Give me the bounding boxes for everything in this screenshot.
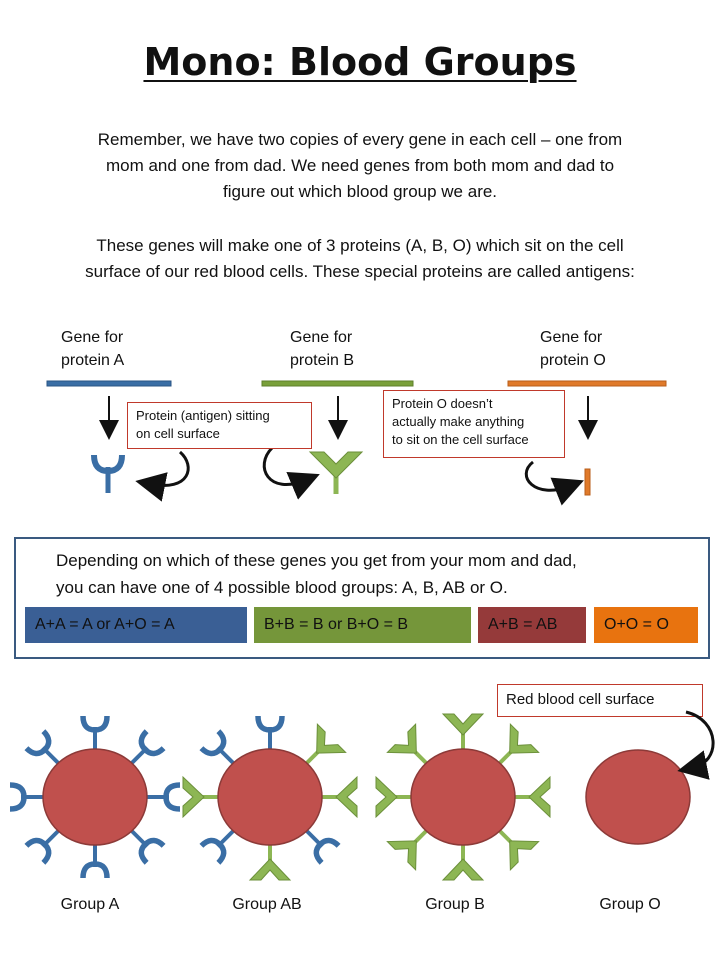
- page-title: Mono: Blood Groups: [143, 40, 577, 84]
- antigen-b-icon: [528, 775, 551, 819]
- antigen-a-icon: [138, 729, 166, 757]
- gene-b-label: Gene for protein B: [290, 326, 354, 372]
- gene-a-label-line: Gene for: [61, 329, 124, 346]
- surface-callout: Red blood cell surface: [497, 684, 703, 717]
- callout-line: to sit on the cell surface: [392, 432, 529, 447]
- cell-group-b: [375, 713, 551, 881]
- gene-a-bar: [46, 380, 172, 387]
- antigen-b-icon: [386, 722, 417, 754]
- antigen-a-icon: [138, 837, 166, 865]
- antigen-a-icon: [24, 837, 52, 865]
- antigen-a-icon: [199, 729, 227, 757]
- antigen-b-icon: [316, 722, 347, 754]
- antigen-b-icon: [441, 713, 485, 736]
- antigen-b-icon: [441, 858, 485, 881]
- gene-b-label-line: protein B: [290, 352, 355, 369]
- antigen-a-icon: [9, 782, 27, 812]
- antigen-a-icon: [91, 454, 125, 493]
- gene-o-bar: [507, 380, 667, 387]
- antigen-a-icon: [313, 837, 341, 865]
- gene-a-label: Gene for protein A: [61, 326, 124, 372]
- gene-o-label-line: protein O: [540, 352, 606, 369]
- gene-o-label: Gene for protein O: [540, 326, 606, 372]
- cell-group-o: [585, 749, 691, 845]
- cell-label-group-o: Group O: [599, 896, 661, 913]
- callout-line: actually make anything: [392, 414, 525, 429]
- antigen-callout: Protein (antigen) sitting on cell surfac…: [127, 402, 312, 449]
- red-blood-cell: [585, 749, 691, 845]
- antigen-b-icon: [509, 840, 540, 872]
- gene-b-label-line: Gene for: [290, 329, 353, 346]
- cell-label-group-ab: Group AB: [232, 896, 302, 913]
- antigen-line: surface of our red blood cells. These sp…: [85, 262, 635, 281]
- groups-description: Depending on which of these genes you ge…: [56, 547, 696, 601]
- callout-line: on cell surface: [136, 426, 220, 441]
- surface-arrow: [677, 710, 715, 780]
- intro-line: mom and one from dad. We need genes from…: [105, 156, 615, 175]
- antigen-a-icon: [80, 861, 110, 879]
- cell-group-a: [9, 715, 181, 879]
- antigen-a-icon: [255, 715, 285, 733]
- antigen-line: These genes will make one of 3 proteins …: [96, 236, 624, 255]
- gene-o-label-line: Gene for: [540, 329, 603, 346]
- combo-group-o: O+O = O: [594, 607, 698, 643]
- curved-arrow-b: [262, 446, 320, 500]
- intro-line: Remember, we have two copies of every ge…: [97, 130, 623, 149]
- antigen-b-icon: [386, 840, 417, 872]
- gene-a-label-line: protein A: [61, 352, 125, 369]
- intro-paragraph: Remember, we have two copies of every ge…: [30, 127, 690, 205]
- antigen-b-icon: [509, 722, 540, 754]
- combo-group-a: A+A = A or A+O = A: [25, 607, 247, 643]
- cell-label-group-b: Group B: [425, 896, 485, 913]
- antigen-o-icon: [584, 468, 591, 496]
- red-blood-cell: [217, 748, 323, 846]
- cell-group-ab: [182, 715, 358, 881]
- antigen-paragraph: These genes will make one of 3 proteins …: [30, 233, 690, 285]
- antigen-b-icon: [182, 775, 205, 819]
- antigen-a-icon: [163, 782, 181, 812]
- groups-description-line: Depending on which of these genes you ge…: [56, 551, 577, 570]
- red-blood-cell: [42, 748, 148, 846]
- antigen-b-icon: [335, 775, 358, 819]
- antigen-b-icon: [308, 451, 364, 494]
- blood-groups-box: Depending on which of these genes you ge…: [14, 537, 710, 659]
- combo-group-b: B+B = B or B+O = B: [254, 607, 471, 643]
- groups-description-line: you can have one of 4 possible blood gro…: [56, 578, 508, 597]
- curved-arrow-a: [135, 450, 190, 502]
- intro-line: figure out which blood group we are.: [222, 182, 498, 201]
- red-blood-cell: [410, 748, 516, 846]
- antigen-b-icon: [375, 775, 398, 819]
- antigen-a-icon: [80, 715, 110, 733]
- cell-label-group-a: Group A: [60, 896, 120, 913]
- callout-line: Protein (antigen) sitting: [136, 408, 270, 423]
- antigen-a-icon: [199, 837, 227, 865]
- protein-o-callout: Protein O doesn’t actually make anything…: [383, 390, 565, 458]
- combo-group-ab: A+B = AB: [478, 607, 586, 643]
- antigen-b-icon: [248, 858, 292, 881]
- gene-b-bar: [261, 380, 414, 387]
- antigen-a-icon: [24, 729, 52, 757]
- curved-arrow-o: [524, 460, 584, 506]
- callout-line: Protein O doesn’t: [392, 396, 493, 411]
